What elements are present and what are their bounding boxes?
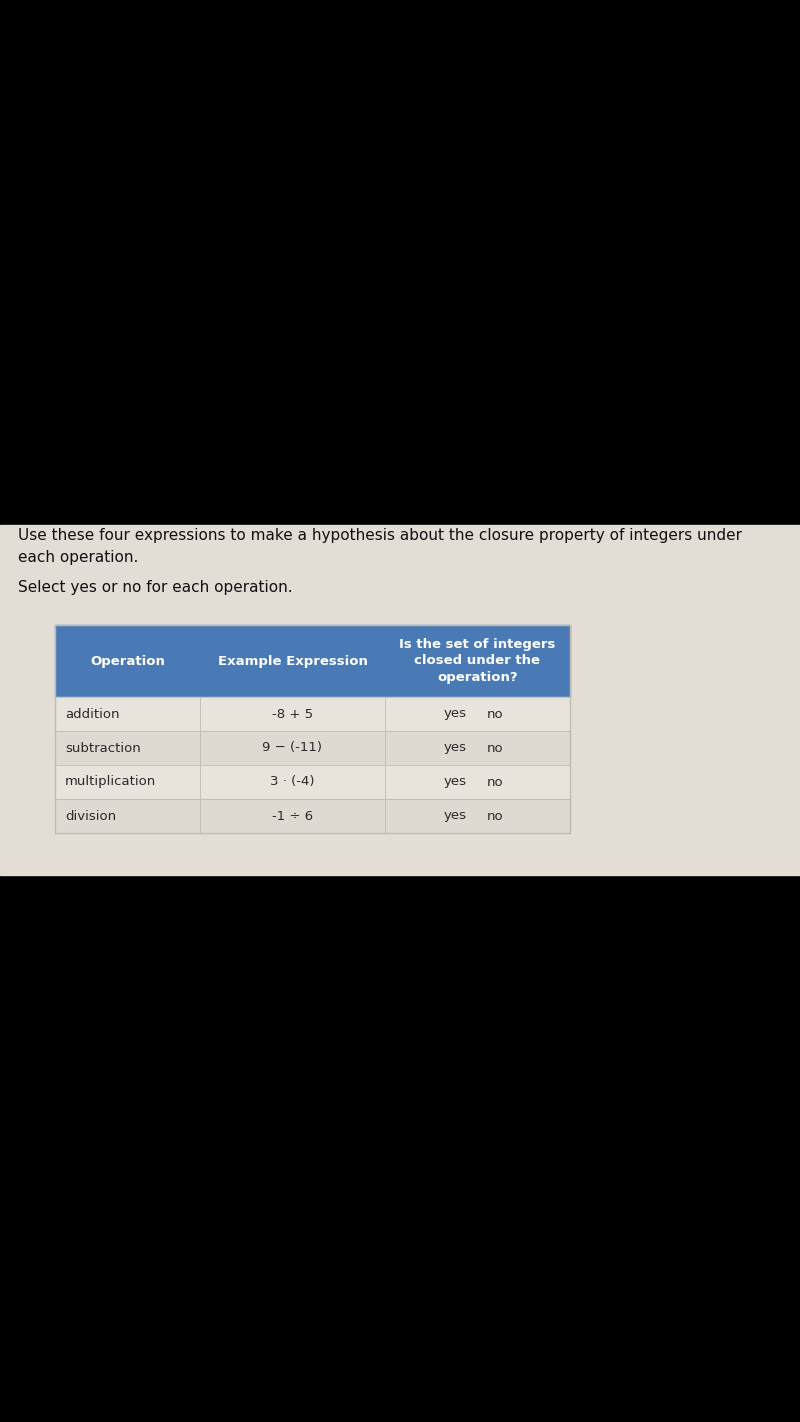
- Text: -1 ÷ 6: -1 ÷ 6: [272, 809, 313, 822]
- Text: Operation: Operation: [90, 654, 165, 667]
- Bar: [55, 765, 570, 799]
- Bar: [55, 697, 570, 731]
- Bar: [55, 626, 570, 697]
- Text: yes: yes: [444, 741, 467, 755]
- Text: Select yes or no for each operation.: Select yes or no for each operation.: [18, 580, 293, 594]
- Text: division: division: [65, 809, 116, 822]
- Text: -8 + 5: -8 + 5: [272, 708, 313, 721]
- Bar: [55, 731, 570, 765]
- Text: no: no: [487, 775, 504, 789]
- Text: yes: yes: [444, 809, 467, 822]
- Text: subtraction: subtraction: [65, 741, 141, 755]
- Text: Example Expression: Example Expression: [218, 654, 367, 667]
- Text: Use these four expressions to make a hypothesis about the closure property of in: Use these four expressions to make a hyp…: [18, 528, 742, 543]
- Text: no: no: [487, 809, 504, 822]
- Text: 3 · (-4): 3 · (-4): [270, 775, 314, 789]
- Text: 9 − (-11): 9 − (-11): [262, 741, 322, 755]
- Text: no: no: [487, 741, 504, 755]
- Text: Is the set of integers
closed under the
operation?: Is the set of integers closed under the …: [399, 638, 556, 684]
- Text: yes: yes: [444, 775, 467, 789]
- Text: yes: yes: [444, 708, 467, 721]
- Text: multiplication: multiplication: [65, 775, 156, 789]
- Bar: [55, 799, 570, 833]
- Bar: [0, 525, 800, 875]
- Text: addition: addition: [65, 708, 119, 721]
- Text: each operation.: each operation.: [18, 550, 138, 565]
- Text: no: no: [487, 708, 504, 721]
- Bar: [55, 626, 570, 833]
